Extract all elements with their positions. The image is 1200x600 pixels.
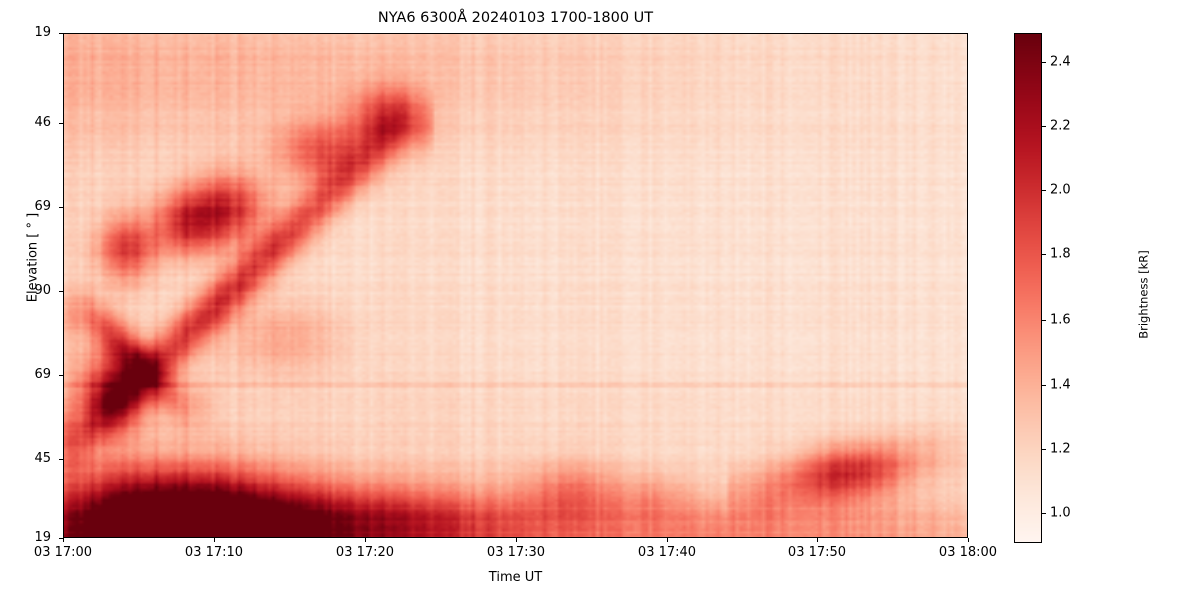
x-tick-label: 03 17:30 (486, 545, 546, 560)
y-axis-label: Elevation [ ° ] (25, 212, 41, 303)
colorbar-tick-mark (1042, 190, 1046, 192)
colorbar-tick-label: 2.2 (1050, 118, 1071, 134)
colorbar-tick-label: 1.2 (1050, 441, 1071, 457)
y-tick-mark (59, 207, 63, 209)
x-tick-label: 03 17:40 (637, 545, 697, 560)
x-tick-mark (516, 538, 518, 542)
y-tick-label: 46 (34, 115, 51, 130)
x-tick-mark (817, 538, 819, 542)
x-tick-mark (968, 538, 970, 542)
colorbar-tick-mark (1042, 126, 1046, 128)
colorbar-label: Brightness [kR] (1136, 250, 1151, 339)
x-tick-label: 03 17:50 (787, 545, 847, 560)
y-tick-label: 90 (34, 283, 51, 298)
y-tick-label: 69 (34, 367, 51, 382)
colorbar-tick-label: 1.6 (1050, 312, 1071, 328)
colorbar-tick-mark (1042, 62, 1046, 64)
colorbar-tick-mark (1042, 449, 1046, 451)
y-tick-mark (59, 375, 63, 377)
x-tick-label: 03 18:00 (938, 545, 998, 560)
colorbar-tick-mark (1042, 254, 1046, 256)
colorbar-gradient (1015, 34, 1041, 542)
colorbar-tick-mark (1042, 385, 1046, 387)
keogram-image (64, 34, 967, 537)
colorbar-tick-mark (1042, 513, 1046, 515)
x-tick-mark (214, 538, 216, 542)
page-title: NYA6 6300Å 20240103 1700-1800 UT (377, 10, 654, 26)
colorbar-tick-mark (1042, 320, 1046, 322)
colorbar-tick-label: 2.4 (1050, 54, 1071, 70)
y-tick-label: 19 (34, 25, 51, 40)
x-tick-mark (365, 538, 367, 542)
colorbar[interactable] (1014, 33, 1042, 543)
y-tick-mark (59, 538, 63, 540)
x-tick-label: 03 17:00 (33, 545, 93, 560)
y-tick-label: 69 (34, 199, 51, 214)
x-tick-mark (667, 538, 669, 542)
x-tick-mark (63, 538, 65, 542)
x-axis-label: Time UT (488, 570, 543, 585)
colorbar-tick-label: 1.8 (1050, 246, 1071, 262)
y-tick-mark (59, 123, 63, 125)
y-tick-label: 45 (34, 451, 51, 466)
colorbar-tick-label: 1.0 (1050, 505, 1071, 521)
keogram-plot-area[interactable] (63, 33, 968, 538)
colorbar-tick-label: 2.0 (1050, 182, 1071, 198)
y-tick-mark (59, 33, 63, 35)
y-tick-label: 19 (34, 530, 51, 545)
y-tick-mark (59, 459, 63, 461)
colorbar-tick-label: 1.4 (1050, 377, 1071, 393)
y-tick-mark (59, 291, 63, 293)
x-tick-label: 03 17:10 (184, 545, 244, 560)
x-tick-label: 03 17:20 (335, 545, 395, 560)
